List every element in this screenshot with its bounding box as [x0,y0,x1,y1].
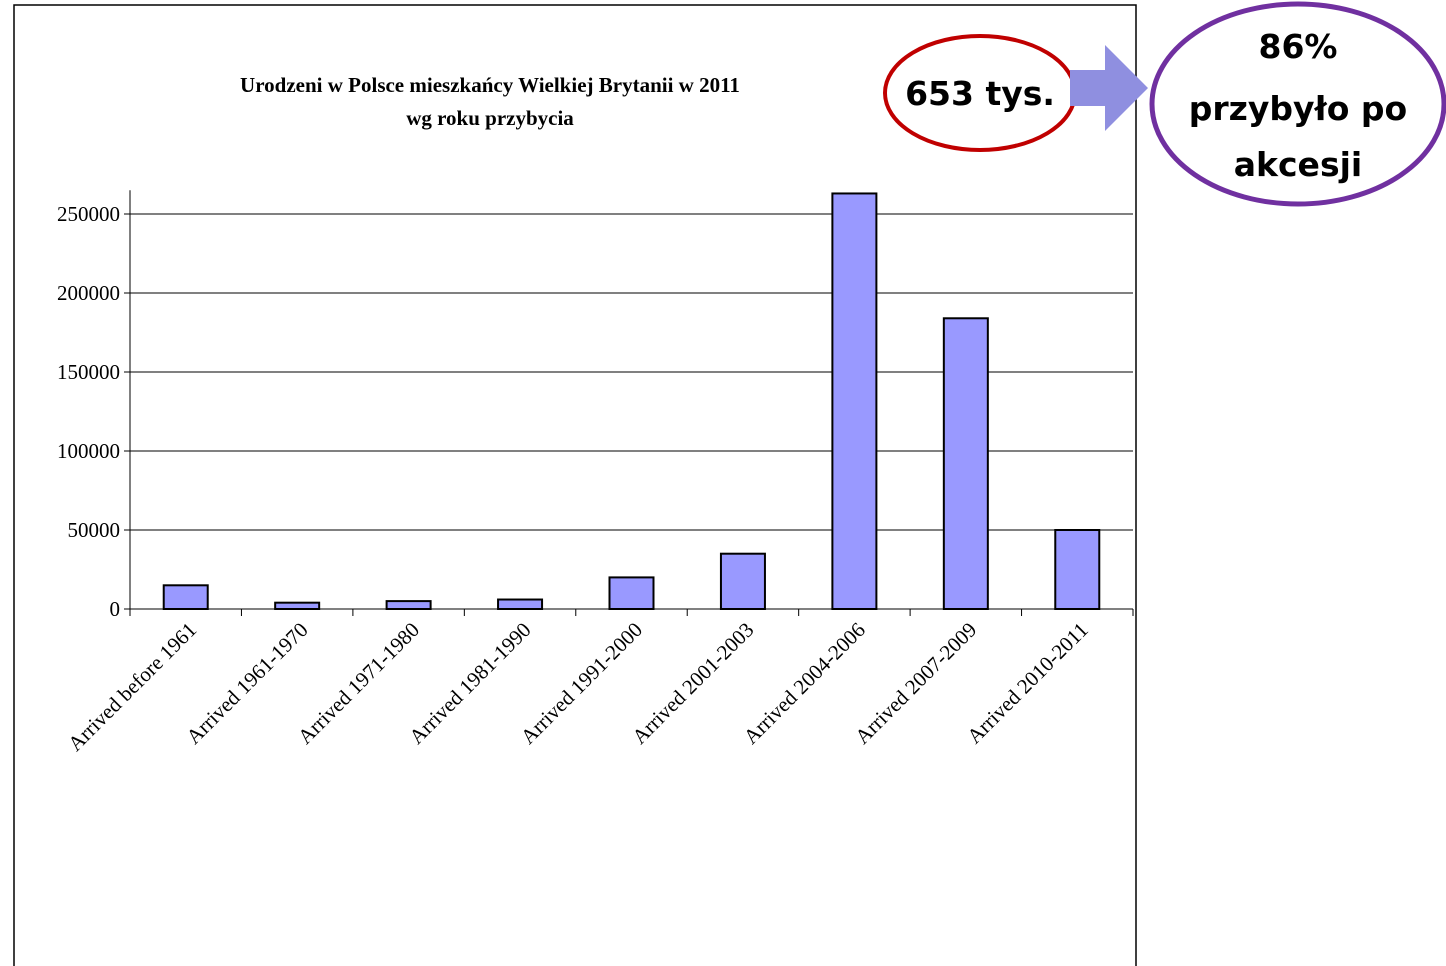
x-tick-label: Arrived 1961-1970 [181,618,312,749]
chart-subtitle: wg roku przybycia [406,106,574,130]
chart-title: Urodzeni w Polsce mieszkańcy Wielkiej Br… [240,73,740,97]
y-tick-label: 200000 [57,281,120,305]
y-tick-label: 100000 [57,439,120,463]
x-tick-label: Arrived 2007-2009 [850,618,981,749]
share-label: przybyło po [1189,89,1407,128]
chart-frame [13,4,1137,966]
y-tick-label: 0 [110,597,121,621]
x-tick-label: Arrived 1991-2000 [516,618,647,749]
x-tick-label: Arrived 1971-1980 [293,618,424,749]
x-tick-label: Arrived before 1961 [63,618,201,756]
y-tick-label: 250000 [57,202,120,226]
x-tick-label: Arrived 2001-2003 [627,618,758,749]
bar [719,552,766,611]
x-tick-label: Arrived 2010-2011 [962,618,1093,749]
bar [274,601,321,610]
bar [162,584,209,610]
x-tick-label: Arrived 2004-2006 [739,618,870,749]
bar [831,192,878,611]
share-ellipse [1149,1,1446,207]
share-label: akcesji [1234,145,1362,184]
bar [1054,529,1101,610]
share-label: 86% [1259,27,1338,66]
bar [942,317,989,610]
total-label: 653 tys. [905,74,1055,113]
x-tick-label: Arrived 1981-1990 [404,618,535,749]
y-tick-label: 50000 [68,518,121,542]
arrow [1070,45,1148,131]
y-tick-label: 150000 [57,360,120,384]
bar [608,576,655,611]
bar [497,598,544,611]
bar [385,600,432,610]
